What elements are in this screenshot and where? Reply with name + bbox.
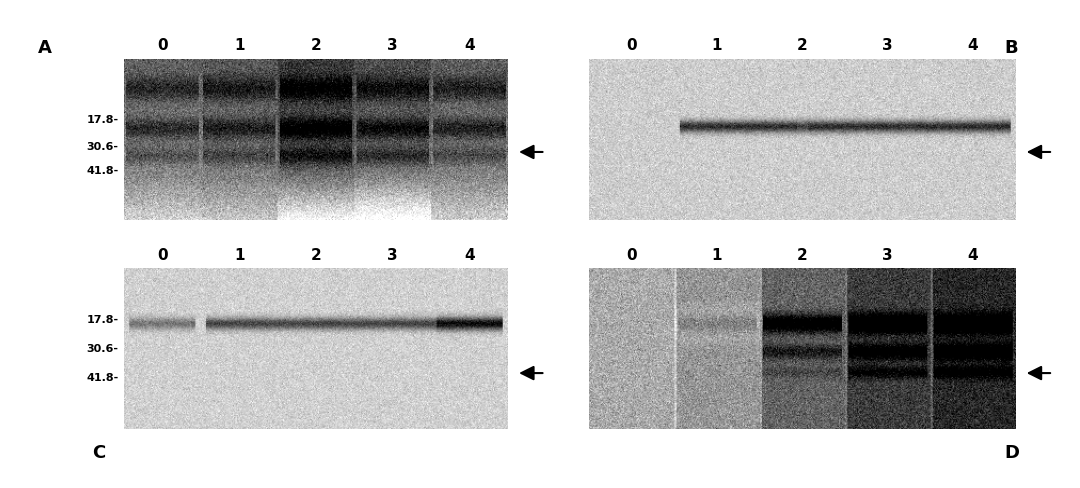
Text: 0: 0	[626, 247, 636, 263]
Text: 1: 1	[712, 247, 721, 263]
Text: 4: 4	[968, 38, 977, 53]
Text: 4: 4	[464, 38, 474, 53]
Text: 41.8-: 41.8-	[86, 373, 119, 383]
Text: 3: 3	[388, 247, 397, 263]
Text: 17.8-: 17.8-	[86, 315, 119, 325]
Text: 0: 0	[158, 247, 167, 263]
Text: 3: 3	[882, 38, 892, 53]
Text: 1: 1	[234, 247, 244, 263]
Text: 1: 1	[712, 38, 721, 53]
Text: 0: 0	[626, 38, 636, 53]
Text: A: A	[38, 39, 52, 57]
Text: 2: 2	[797, 38, 807, 53]
Text: 41.8-: 41.8-	[86, 166, 119, 176]
Text: 17.8-: 17.8-	[86, 115, 119, 125]
Text: 4: 4	[464, 247, 474, 263]
Text: 3: 3	[882, 247, 892, 263]
Text: C: C	[92, 444, 105, 462]
Text: 30.6-: 30.6-	[86, 344, 119, 354]
Text: 2: 2	[311, 247, 321, 263]
Text: 2: 2	[797, 247, 807, 263]
Text: 3: 3	[388, 38, 397, 53]
Text: D: D	[1004, 444, 1020, 462]
Text: 4: 4	[968, 247, 977, 263]
Text: B: B	[1004, 39, 1018, 57]
Text: 0: 0	[158, 38, 167, 53]
Text: 2: 2	[311, 38, 321, 53]
Text: 1: 1	[234, 38, 244, 53]
Text: 30.6-: 30.6-	[86, 142, 119, 152]
